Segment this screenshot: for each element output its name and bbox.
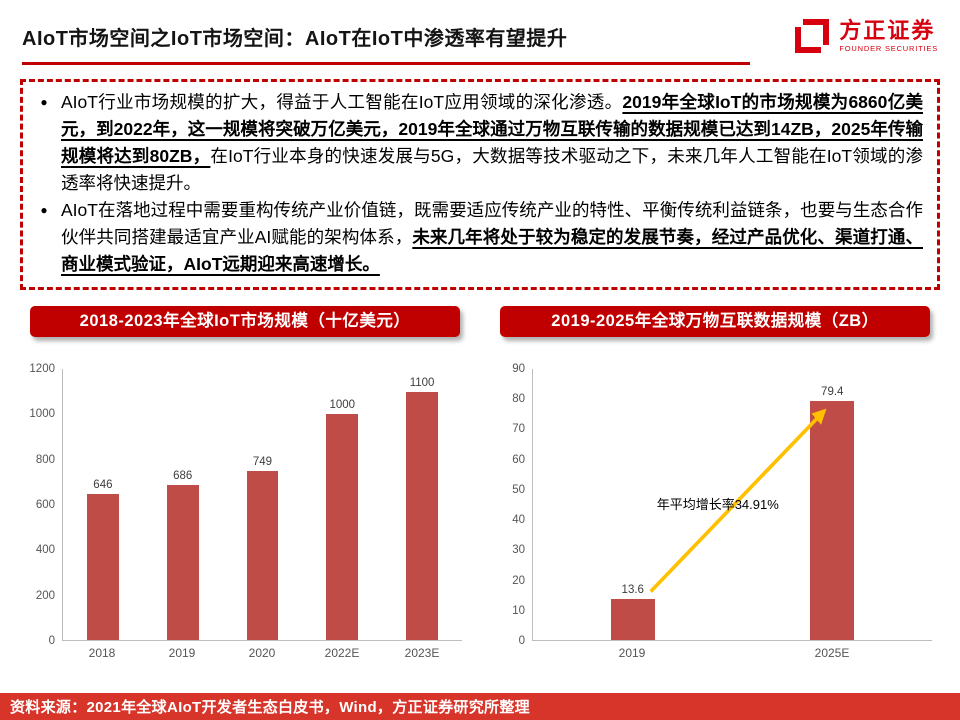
logo-text: 方正证券 FOUNDER SECURITIES [839, 17, 938, 54]
header: AIoT市场空间之IoT市场空间：AIoT在IoT中渗透率有望提升 方正证券 F… [0, 0, 960, 65]
y-tick-label: 0 [518, 635, 525, 647]
y-tick-label: 50 [512, 483, 525, 496]
y-tick-label: 0 [48, 635, 55, 647]
x-tick-label: 2018 [88, 646, 116, 660]
chart-body: 0 10 20 30 40 50 60 70 80 90 年平均增长率34.91% 1 [498, 363, 932, 665]
y-tick-label: 400 [35, 544, 55, 557]
plot-column: 646 686 749 1000 1100 2018 2019 2020 2022E 2023E [62, 369, 462, 665]
x-tick-label: 2025E [814, 646, 850, 660]
y-tick-label: 60 [512, 453, 525, 466]
bar [326, 414, 359, 640]
y-axis: 0 200 400 600 800 1000 1200 [28, 363, 62, 647]
y-axis: 0 10 20 30 40 50 60 70 80 90 [498, 363, 532, 647]
bar [406, 391, 439, 640]
bar-value-label: 1100 [409, 376, 435, 389]
y-tick-label: 80 [512, 393, 525, 406]
source-footer: 资料来源：2021年全球AIoT开发者生态白皮书，Wind，方正证券研究所整理 [0, 693, 960, 720]
y-tick-label: 20 [512, 574, 525, 587]
text-segment-emphasis: 2019年全球IoT的市场规模为6860亿美元，到2022年，这一规模将突破万亿… [61, 92, 923, 166]
title-row: AIoT市场空间之IoT市场空间：AIoT在IoT中渗透率有望提升 方正证券 F… [22, 16, 938, 56]
bar-slot: 1100 [382, 369, 462, 640]
bar-value-label: 686 [173, 470, 193, 483]
chart-title-badge: 2018-2023年全球IoT市场规模（十亿美元） [30, 306, 460, 337]
bar-value-label: 1000 [329, 399, 356, 412]
text-segment-emphasis: 未来几年将处于较为稳定的发展节奏，经过产品优化、渠道打通、商业模式验证，AIoT… [61, 227, 923, 274]
bar-slot: 749 [223, 369, 303, 640]
y-tick-label: 200 [35, 589, 55, 602]
text-segment: 在IoT行业本身的快速发展与5G，大数据等技术驱动之下，未来几年人工智能在IoT… [61, 146, 923, 193]
x-axis: 2018 2019 2020 2022E 2023E [62, 641, 462, 665]
logo-subtitle: FOUNDER SECURITIES [839, 44, 938, 54]
x-tick-label: 2019 [168, 646, 196, 660]
page-title: AIoT市场空间之IoT市场空间：AIoT在IoT中渗透率有望提升 [22, 27, 568, 50]
x-tick-label: 2022E [324, 646, 360, 660]
growth-annotation: 年平均增长率34.91% [656, 496, 779, 512]
bar-slot: 13.6 [533, 369, 733, 640]
plot-area: 646 686 749 1000 1100 [62, 369, 462, 641]
y-tick-label: 10 [512, 604, 525, 617]
bullet-text: AIoT在落地过程中需要重构传统产业价值链，既需要适应传统产业的特性、平衡传统利… [61, 197, 923, 278]
bar [166, 485, 199, 640]
summary-box: ● AIoT行业市场规模的扩大，得益于人工智能在IoT应用领域的深化渗透。201… [20, 79, 940, 290]
bar [246, 470, 279, 640]
title-underline [22, 62, 750, 65]
plot-area: 年平均增长率34.91% 13.6 79.4 [532, 369, 932, 641]
x-tick-label: 2019 [618, 646, 646, 660]
y-tick-label: 40 [512, 514, 525, 527]
charts-row: 2018-2023年全球IoT市场规模（十亿美元） 0 200 400 600 800 1… [0, 306, 960, 665]
y-tick-label: 600 [35, 499, 55, 511]
bar-value-label: 79.4 [821, 385, 844, 398]
y-tick-label: 30 [512, 544, 525, 557]
x-tick-label: 2023E [404, 646, 440, 660]
bar-value-label: 13.6 [621, 584, 644, 597]
bar-slot: 686 [143, 369, 223, 640]
text-segment: AIoT行业市场规模的扩大，得益于人工智能在IoT应用领域的深化渗透。 [61, 92, 623, 112]
x-axis: 2019 2025E [532, 641, 932, 665]
y-tick-label: 800 [35, 453, 55, 466]
bar [86, 494, 119, 640]
y-tick-label: 90 [512, 363, 525, 375]
chart-global-data-volume: 2019-2025年全球万物互联数据规模（ZB） 0 10 20 30 40 50 60 70… [498, 306, 932, 665]
logo-name: 方正证券 [839, 17, 936, 43]
bar [810, 400, 855, 640]
founder-logo-icon [795, 19, 830, 53]
bar-slot: 1000 [302, 369, 382, 640]
bullet-item: ● AIoT在落地过程中需要重构传统产业价值链，既需要适应传统产业的特性、平衡传… [27, 197, 923, 278]
founder-securities-logo: 方正证券 FOUNDER SECURITIES [792, 16, 938, 56]
y-tick-label: 1000 [29, 408, 55, 421]
chart-body: 0 200 400 600 800 1000 1200 646 686 749 1000 1100 … [28, 363, 462, 665]
y-tick-label: 1200 [29, 363, 55, 375]
chart-global-iot-market-size: 2018-2023年全球IoT市场规模（十亿美元） 0 200 400 600 800 1… [28, 306, 462, 665]
plot-column: 年平均增长率34.91% 13.6 79.4 2019 2025E [532, 369, 932, 665]
y-tick-label: 70 [512, 423, 525, 436]
bar-value-label: 749 [252, 455, 273, 468]
source-text: 资料来源：2021年全球AIoT开发者生态白皮书，Wind，方正证券研究所整理 [10, 699, 530, 716]
bullet-item: ● AIoT行业市场规模的扩大，得益于人工智能在IoT应用领域的深化渗透。201… [27, 89, 923, 197]
bar-slot: 646 [63, 369, 143, 640]
bullet-text: AIoT行业市场规模的扩大，得益于人工智能在IoT应用领域的深化渗透。2019年… [61, 89, 923, 197]
bar-value-label: 646 [93, 479, 113, 492]
bullet-icon: ● [40, 95, 48, 109]
x-tick-label: 2020 [248, 646, 276, 660]
bar [610, 599, 655, 640]
chart-title-badge: 2019-2025年全球万物互联数据规模（ZB） [500, 306, 930, 337]
bullet-icon: ● [40, 203, 48, 217]
text-segment: AIoT在落地过程中需要重构传统产业价值链，既需要适应传统产业的特性、平衡传统利… [61, 200, 923, 247]
